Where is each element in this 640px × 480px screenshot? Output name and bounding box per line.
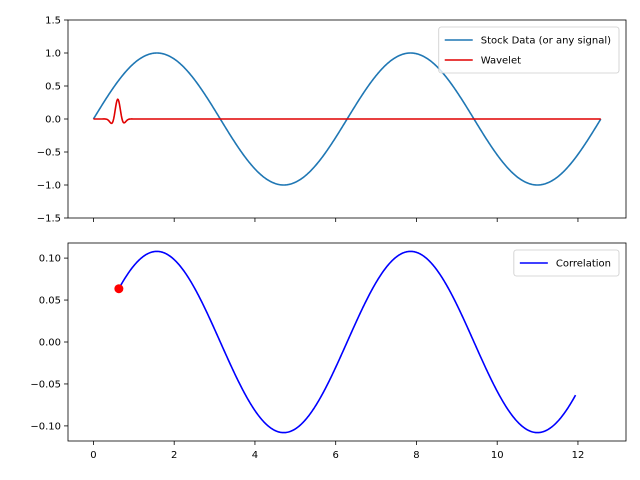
bottom-axes: −0.10 −0.05 0.00 0.05 0.10 0 2 4 6 8 10 12 Correlati… (30, 242, 627, 461)
y-tick-label: −0.10 (30, 421, 61, 432)
top-axes: −1.5 −1.0 −0.5 0.0 0.5 1.0 1.5 Stock Data (or a… (37, 16, 627, 225)
y-tick-label: 0.05 (39, 296, 61, 307)
series-line-wavelet (93, 98, 601, 125)
x-tick-label: 6 (333, 450, 339, 461)
y-tick-label: −1.5 (37, 214, 61, 225)
series-line-correlation (118, 250, 577, 434)
axes-frame (67, 19, 627, 219)
legend-box (438, 26, 620, 74)
legend-box (513, 249, 620, 277)
y-tick-label: 1.5 (45, 16, 61, 27)
y-tick-label: 1.0 (45, 49, 61, 60)
x-tick-label: 2 (171, 450, 177, 461)
legend-label: Stock Data (or any signal) (481, 36, 611, 47)
y-tick-label: 0.0 (45, 115, 61, 126)
y-tick-label: 0.10 (39, 254, 61, 265)
legend-label: Correlation (556, 259, 611, 270)
legend-label: Wavelet (481, 56, 521, 67)
axes-frame (67, 242, 627, 442)
x-tick-label: 8 (413, 450, 419, 461)
current-point-marker (114, 284, 124, 294)
y-tick-label: 0.00 (39, 338, 61, 349)
x-tick-label: 0 (90, 450, 96, 461)
x-tick-label: 12 (572, 450, 585, 461)
y-tick-label: −0.5 (37, 148, 61, 159)
y-tick-label: 0.5 (45, 82, 61, 93)
x-tick-label: 10 (491, 450, 504, 461)
y-tick-label: −1.0 (37, 181, 61, 192)
x-tick-label: 4 (252, 450, 258, 461)
y-tick-label: −0.05 (30, 379, 61, 390)
